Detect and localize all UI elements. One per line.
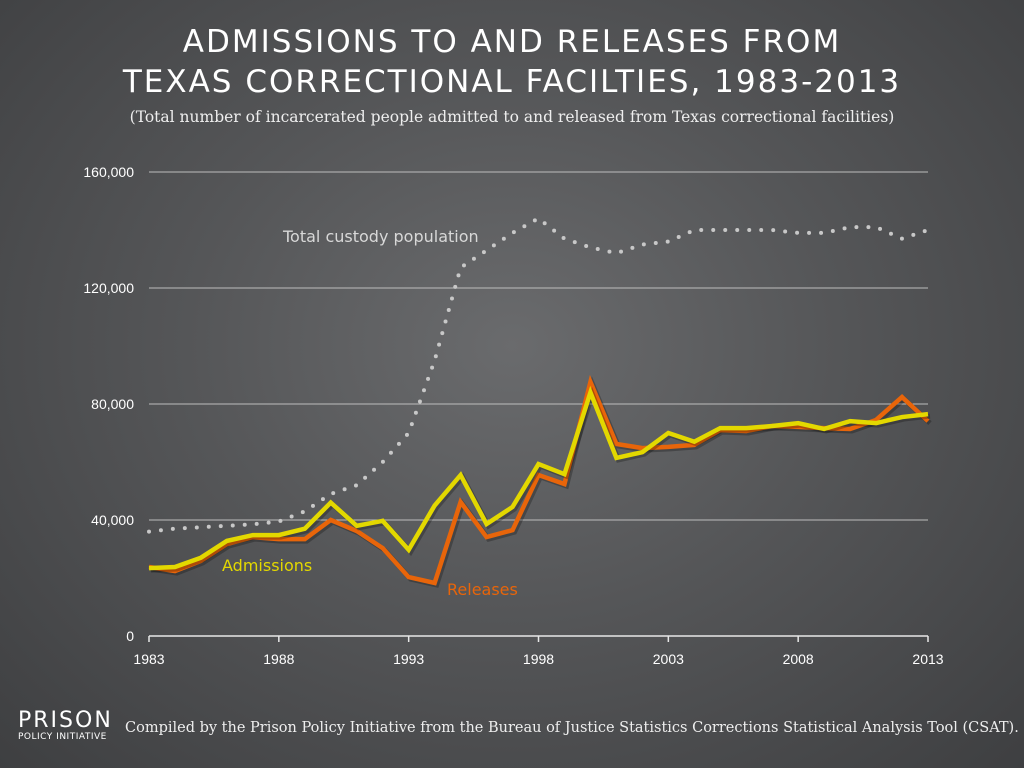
series-label-releases: Releases	[447, 580, 518, 599]
logo-line-1: PRISON	[18, 708, 113, 733]
title-line-1: ADMISSIONS TO AND RELEASES FROM	[182, 24, 842, 60]
y-tick-label: 80,000	[91, 396, 134, 412]
y-tick-label: 160,000	[83, 164, 134, 180]
series-label-admissions: Admissions	[222, 556, 312, 575]
y-tick-label: 0	[126, 628, 134, 644]
prison-policy-initiative-logo: PRISON POLICY INITIATIVE	[18, 708, 113, 743]
title-line-2: TEXAS CORRECTIONAL FACILTIES, 1983-2013	[122, 64, 902, 100]
chart-title: ADMISSIONS TO AND RELEASES FROM TEXAS CO…	[0, 22, 1024, 102]
x-tick-label: 1988	[263, 651, 294, 667]
x-tick-label: 1983	[133, 651, 164, 667]
x-tick-label: 1998	[523, 651, 554, 667]
series-shadow	[150, 376, 932, 588]
x-tick-label: 2003	[653, 651, 684, 667]
source-note: Compiled by the Prison Policy Initiative…	[125, 720, 1019, 736]
x-tick-label: 2013	[912, 651, 943, 667]
x-tick-label: 1993	[393, 651, 424, 667]
y-tick-label: 40,000	[91, 512, 134, 528]
y-tick-label: 120,000	[83, 280, 134, 296]
logo-line-2: POLICY INITIATIVE	[18, 732, 107, 742]
x-tick-label: 2008	[783, 651, 814, 667]
series-label-total-custody: Total custody population	[282, 227, 479, 246]
chart-subtitle: (Total number of incarcerated people adm…	[129, 108, 895, 126]
